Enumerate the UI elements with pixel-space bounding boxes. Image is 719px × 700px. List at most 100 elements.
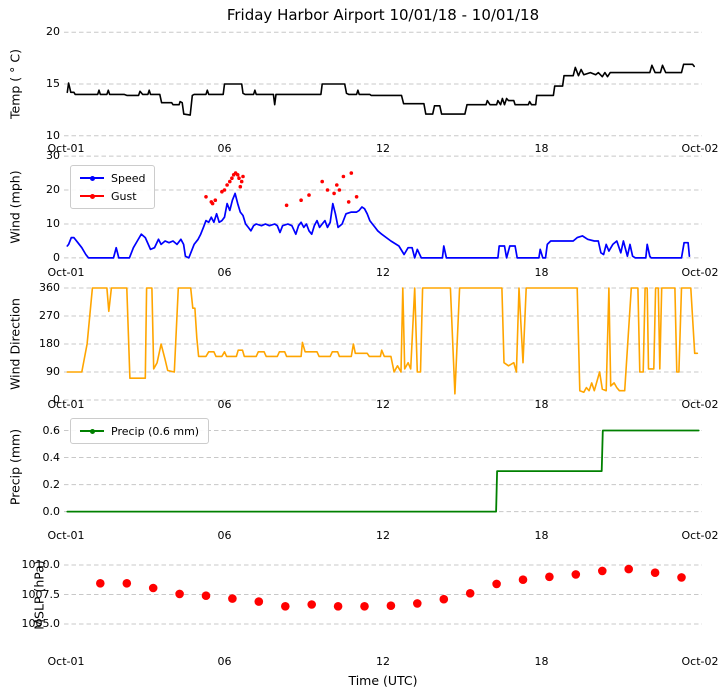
y-tick-label: 0.6 xyxy=(42,423,61,437)
gust-point xyxy=(225,183,229,187)
y-tick-label: 30 xyxy=(46,149,60,163)
legend-label-gust: Gust xyxy=(111,189,137,203)
mslp-point xyxy=(677,573,686,582)
speed-dot-icon xyxy=(90,175,95,181)
gust-point xyxy=(307,193,311,197)
legend-row-gust: Gust xyxy=(80,187,145,205)
direction-line xyxy=(66,287,699,395)
x-tick-label: 12 xyxy=(376,655,390,668)
gust-point xyxy=(213,198,218,202)
wind-plot xyxy=(64,155,702,259)
y-tick-label: 15 xyxy=(46,77,60,90)
y-tick-label: 20 xyxy=(46,183,60,197)
mslp-point xyxy=(281,602,290,611)
x-tick-label: Oct-02 xyxy=(681,398,719,411)
gust-point xyxy=(335,183,339,187)
gust-point xyxy=(238,184,243,189)
y-tick-label: 1005.0 xyxy=(21,617,61,630)
wind-direction-y-ticks: 360 270 180 90 0 xyxy=(0,280,60,407)
y-tick-label: 0 xyxy=(53,250,60,264)
speed-line xyxy=(66,192,691,259)
mslp-point xyxy=(545,572,554,582)
temp-plot xyxy=(64,31,702,137)
gust-point xyxy=(332,191,336,196)
mslp-plot xyxy=(64,564,702,625)
gust-point xyxy=(239,179,244,184)
mslp-x-ticks: Oct-01 06 12 18 Oct-02 xyxy=(0,655,719,670)
precip-0-6-mm--line xyxy=(66,429,700,513)
x-tick-label: Oct-01 xyxy=(47,529,85,542)
mslp-point xyxy=(254,597,264,606)
gust-point xyxy=(341,174,346,179)
wind-direction-plot xyxy=(64,287,702,401)
precip-y-ticks: 0.6 0.4 0.2 0.0 xyxy=(0,417,61,518)
gust-point xyxy=(337,188,342,192)
x-tick-label: 06 xyxy=(217,655,232,668)
gust-point xyxy=(210,201,215,206)
x-tick-label: 12 xyxy=(376,398,390,411)
gust-point xyxy=(349,171,354,175)
mslp-y-ticks: 1010.0 1007.5 1005.0 xyxy=(0,552,61,637)
gust-point xyxy=(284,203,289,208)
x-tick-label: Oct-02 xyxy=(681,266,719,279)
gust-point xyxy=(220,189,224,194)
x-tick-label: 18 xyxy=(534,655,549,668)
x-tick-label: 12 xyxy=(376,529,390,542)
wind-x-ticks: Oct-01 06 12 18 Oct-02 xyxy=(0,266,719,281)
precip-dot-icon xyxy=(90,428,95,434)
gust-line-swatch-icon xyxy=(80,193,104,199)
mslp-point xyxy=(333,602,343,611)
precip-x-ticks: Oct-01 06 12 18 Oct-02 xyxy=(0,529,719,544)
x-tick-label: 06 xyxy=(217,529,232,542)
gust-point xyxy=(320,179,325,184)
y-tick-label: 0 xyxy=(53,393,60,407)
wind-y-ticks: 30 20 10 0 xyxy=(0,149,60,264)
mslp-point xyxy=(598,566,607,576)
gust-point xyxy=(241,174,245,179)
x-tick-label: 18 xyxy=(534,529,549,542)
x-tick-label: Oct-01 xyxy=(47,142,85,155)
legend-row-precip: Precip (0.6 mm) xyxy=(80,422,199,440)
y-tick-label: 1010.0 xyxy=(21,557,61,571)
x-tick-label: Oct-02 xyxy=(681,529,719,542)
x-tick-label: 12 xyxy=(376,266,390,279)
gust-point xyxy=(325,188,330,192)
mslp-point xyxy=(228,594,237,603)
x-axis-label: Time (UTC) xyxy=(348,673,418,688)
precip-legend: Precip (0.6 mm) xyxy=(70,418,210,444)
mslp-point xyxy=(360,602,369,611)
precip-line-swatch-icon xyxy=(80,428,104,434)
mslp-point xyxy=(307,600,317,609)
y-tick-label: 10 xyxy=(46,216,60,230)
temp-x-ticks: Oct-01 06 12 18 Oct-02 xyxy=(0,142,719,157)
wind-legend: Speed Gust xyxy=(70,165,156,209)
chart-title: Friday Harbor Airport 10/01/18 - 10/01/1… xyxy=(226,6,540,24)
x-tick-label: 18 xyxy=(534,142,549,155)
y-tick-label: 0.2 xyxy=(42,477,61,491)
x-tick-label: Oct-02 xyxy=(681,142,719,155)
x-tick-label: 18 xyxy=(534,398,549,411)
x-tick-label: 06 xyxy=(217,398,232,411)
mslp-point xyxy=(96,579,105,588)
mslp-point xyxy=(465,589,475,598)
gust-point xyxy=(222,188,227,192)
gust-point xyxy=(204,195,208,199)
speed-line-swatch-icon xyxy=(80,175,104,181)
y-tick-label: 360 xyxy=(39,280,60,294)
gust-point xyxy=(237,176,241,180)
temp-line xyxy=(66,63,696,116)
mslp-point xyxy=(413,599,422,608)
y-tick-label: 20 xyxy=(46,25,60,39)
mslp-point xyxy=(122,579,132,588)
y-tick-label: 90 xyxy=(46,365,60,378)
x-tick-label: 06 xyxy=(217,266,232,279)
mslp-point xyxy=(492,579,501,589)
x-tick-label: 18 xyxy=(534,266,549,279)
x-tick-label: 06 xyxy=(217,142,232,155)
gust-point xyxy=(228,179,232,184)
y-tick-label: 0.0 xyxy=(42,504,61,518)
x-tick-label: Oct-02 xyxy=(681,655,719,668)
x-tick-label: Oct-01 xyxy=(47,398,85,411)
mslp-point xyxy=(571,570,581,579)
